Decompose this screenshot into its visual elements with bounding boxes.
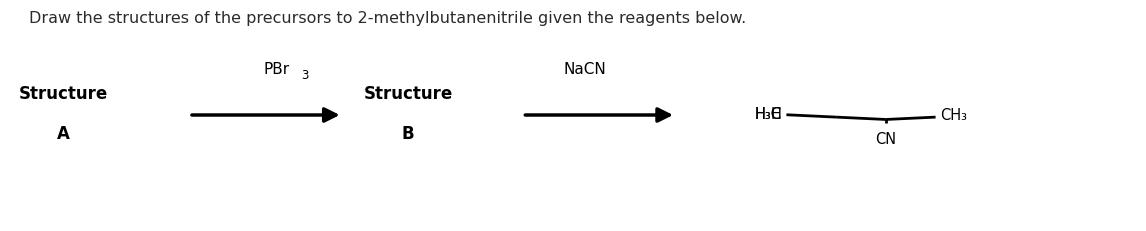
Text: PBr: PBr <box>264 61 290 76</box>
Text: H: H <box>771 107 782 122</box>
Text: B: B <box>402 124 415 142</box>
Text: CN: CN <box>876 131 896 146</box>
Text: 3: 3 <box>301 69 308 82</box>
Text: H₃C: H₃C <box>755 107 782 122</box>
Text: Structure: Structure <box>363 84 453 102</box>
Text: NaCN: NaCN <box>563 61 606 76</box>
Text: CH₃: CH₃ <box>940 108 967 123</box>
Text: Draw the structures of the precursors to 2-methylbutanenitrile given the reagent: Draw the structures of the precursors to… <box>29 11 746 26</box>
Text: Structure: Structure <box>18 84 108 102</box>
Text: H₃C: H₃C <box>755 107 782 122</box>
Text: A: A <box>57 124 70 142</box>
